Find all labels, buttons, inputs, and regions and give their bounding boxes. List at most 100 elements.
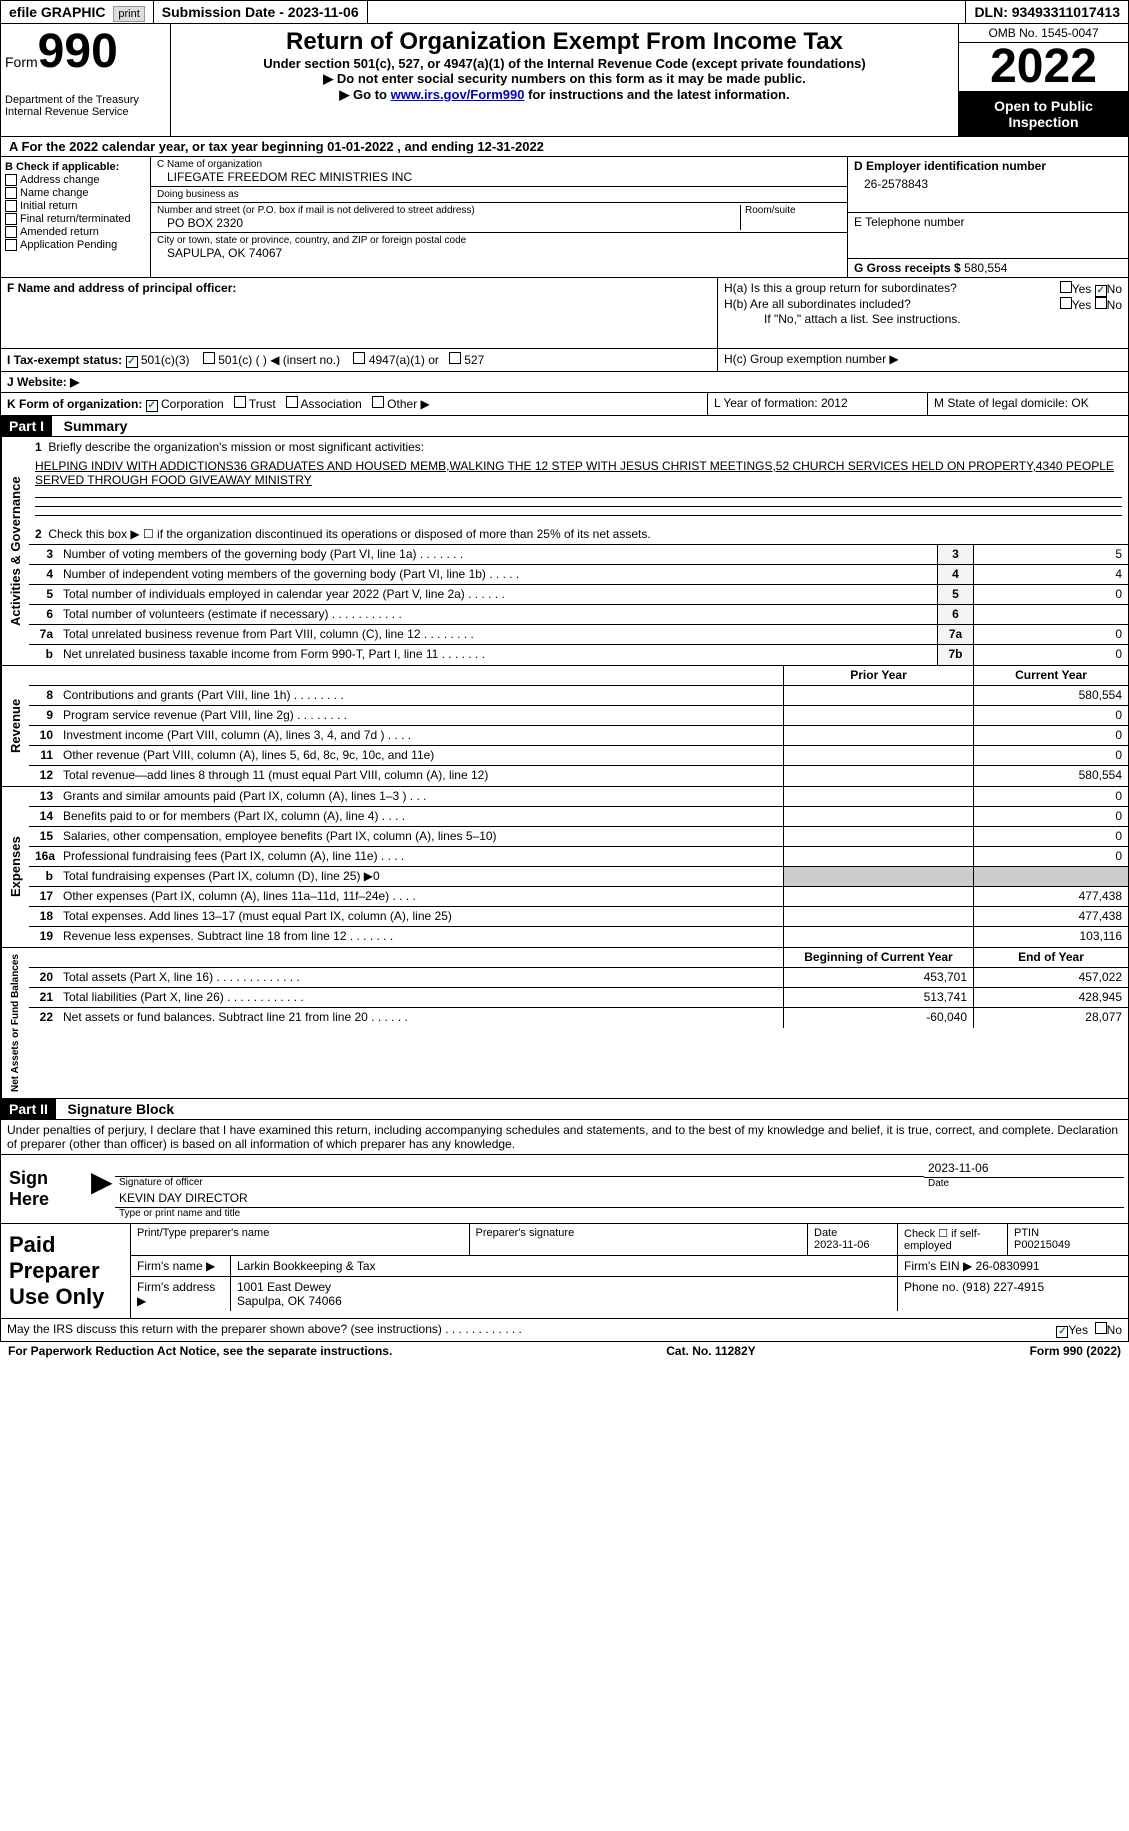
street-label: Number and street (or P.O. box if mail i… <box>157 205 740 216</box>
cat-no: Cat. No. 11282Y <box>666 1344 755 1358</box>
dln: DLN: 93493311017413 <box>966 1 1128 23</box>
exp-line-19: 19 Revenue less expenses. Subtract line … <box>29 927 1128 947</box>
sign-here-label: Sign Here <box>1 1155 91 1223</box>
row-klm: K Form of organization: Corporation Trus… <box>0 393 1129 416</box>
officer-name: KEVIN DAY DIRECTOR <box>115 1189 1124 1208</box>
ein: 26-2578843 <box>854 173 1122 195</box>
hb-note: If "No," attach a list. See instructions… <box>724 312 1122 326</box>
net-line-22: 22 Net assets or fund balances. Subtract… <box>29 1008 1128 1028</box>
signature-block: Under penalties of perjury, I declare th… <box>0 1120 1129 1319</box>
exp-line-16a: 16a Professional fundraising fees (Part … <box>29 847 1128 867</box>
officer-label: F Name and address of principal officer: <box>7 281 711 295</box>
vert-governance: Activities & Governance <box>1 437 29 665</box>
prep-sig-label: Preparer's signature <box>470 1224 809 1255</box>
hc-label: H(c) Group exemption number ▶ <box>718 349 1128 371</box>
officer-sig-line[interactable] <box>115 1159 924 1177</box>
print-button[interactable]: print <box>113 6 144 22</box>
page-footer: For Paperwork Reduction Act Notice, see … <box>0 1342 1129 1360</box>
chk-final-return[interactable]: Final return/terminated <box>5 213 146 225</box>
gross-receipts: 580,554 <box>964 261 1007 275</box>
penalties-text: Under penalties of perjury, I declare th… <box>1 1120 1128 1155</box>
submission-date: Submission Date - 2023-11-06 <box>154 1 368 23</box>
dept-treasury: Department of the Treasury <box>5 94 166 106</box>
prep-name-label: Print/Type preparer's name <box>131 1224 470 1255</box>
gov-line-7a: 7a Total unrelated business revenue from… <box>29 625 1128 645</box>
ptin: P00215049 <box>1014 1239 1070 1251</box>
exp-line-17: 17 Other expenses (Part IX, column (A), … <box>29 887 1128 907</box>
chk-address-change[interactable]: Address change <box>5 174 146 186</box>
exp-line-14: 14 Benefits paid to or for members (Part… <box>29 807 1128 827</box>
vert-net: Net Assets or Fund Balances <box>1 948 29 1098</box>
chk-other[interactable] <box>372 396 384 408</box>
chk-527[interactable] <box>449 352 461 364</box>
discuss-no[interactable] <box>1095 1322 1107 1334</box>
chk-corp[interactable] <box>146 400 158 412</box>
part1-netassets: Net Assets or Fund Balances Beginning of… <box>0 948 1129 1099</box>
gov-line- b: b Net unrelated business taxable income … <box>29 645 1128 665</box>
rev-line-9: 9 Program service revenue (Part VIII, li… <box>29 706 1128 726</box>
date-caption: Date <box>924 1178 1124 1189</box>
col-b-label: B Check if applicable: <box>5 161 146 173</box>
exp-line-18: 18 Total expenses. Add lines 13–17 (must… <box>29 907 1128 927</box>
self-emp[interactable]: Check ☐ if self-employed <box>898 1224 1008 1255</box>
irs-label: Internal Revenue Service <box>5 106 166 118</box>
ha-no[interactable] <box>1095 285 1107 297</box>
officer-name-caption: Type or print name and title <box>115 1208 1124 1219</box>
hb-yes[interactable] <box>1060 297 1072 309</box>
chk-501c[interactable] <box>203 352 215 364</box>
col-b-checks: B Check if applicable: Address change Na… <box>1 157 151 277</box>
firm-addr2: Sapulpa, OK 74066 <box>237 1294 891 1308</box>
dba-label: Doing business as <box>157 189 841 200</box>
part2-title: Signature Block <box>68 1101 175 1117</box>
mission-label: Briefly describe the organization's miss… <box>48 440 424 454</box>
mission-text: HELPING INDIV WITH ADDICTIONS36 GRADUATE… <box>29 457 1128 489</box>
chk-4947[interactable] <box>353 352 365 364</box>
discuss-yes[interactable] <box>1056 1326 1068 1338</box>
chk-amended[interactable]: Amended return <box>5 226 146 238</box>
top-bar: efile GRAPHIC print Submission Date - 20… <box>0 0 1129 24</box>
chk-501c3[interactable] <box>126 356 138 368</box>
website-label: J Website: ▶ <box>1 372 85 392</box>
gov-line-3: 3 Number of voting members of the govern… <box>29 545 1128 565</box>
line2-discontinue: Check this box ▶ ☐ if the organization d… <box>48 527 650 541</box>
org-name: LIFEGATE FREEDOM REC MINISTRIES INC <box>157 170 841 184</box>
rev-line-8: 8 Contributions and grants (Part VIII, l… <box>29 686 1128 706</box>
rev-line-10: 10 Investment income (Part VIII, column … <box>29 726 1128 746</box>
goto-note: ▶ Go to www.irs.gov/Form990 for instruct… <box>175 87 954 103</box>
city-label: City or town, state or province, country… <box>157 235 841 246</box>
city: SAPULPA, OK 74067 <box>157 246 841 260</box>
phone-label: E Telephone number <box>854 215 1122 229</box>
street: PO BOX 2320 <box>157 216 740 230</box>
tax-status-label: I Tax-exempt status: <box>7 353 122 367</box>
rev-line-11: 11 Other revenue (Part VIII, column (A),… <box>29 746 1128 766</box>
discuss-label: May the IRS discuss this return with the… <box>1 1319 1050 1341</box>
form-title: Return of Organization Exempt From Incom… <box>175 28 954 56</box>
room-label: Room/suite <box>745 205 841 216</box>
gov-line-5: 5 Total number of individuals employed i… <box>29 585 1128 605</box>
org-name-label: C Name of organization <box>157 159 841 170</box>
chk-assoc[interactable] <box>286 396 298 408</box>
irs-link[interactable]: www.irs.gov/Form990 <box>391 87 525 102</box>
efile-label: efile GRAPHIC print <box>1 1 154 23</box>
form-word: Form <box>5 54 38 70</box>
firm-addr1: 1001 East Dewey <box>237 1280 891 1294</box>
col-d-ein: D Employer identification number 26-2578… <box>848 157 1128 277</box>
form-org-label: K Form of organization: <box>7 397 142 411</box>
chk-trust[interactable] <box>234 396 246 408</box>
chk-initial-return[interactable]: Initial return <box>5 200 146 212</box>
net-line-21: 21 Total liabilities (Part X, line 26) .… <box>29 988 1128 1008</box>
hb-no[interactable] <box>1095 297 1107 309</box>
firm-name: Larkin Bookkeeping & Tax <box>231 1256 898 1276</box>
chk-pending[interactable]: Application Pending <box>5 239 146 251</box>
row-j: J Website: ▶ <box>0 372 1129 393</box>
section-bcd: B Check if applicable: Address change Na… <box>0 157 1129 278</box>
public-inspection: Open to Public Inspection <box>959 92 1128 136</box>
vert-expenses: Expenses <box>1 787 29 947</box>
part1-header-row: Part I Summary <box>0 416 1129 437</box>
part1-expenses: Expenses 13 Grants and similar amounts p… <box>0 787 1129 948</box>
ha-yes[interactable] <box>1060 281 1072 293</box>
state-domicile: M State of legal domicile: OK <box>928 393 1128 415</box>
part1-badge: Part I <box>1 416 52 436</box>
chk-name-change[interactable]: Name change <box>5 187 146 199</box>
exp-line-13: 13 Grants and similar amounts paid (Part… <box>29 787 1128 807</box>
